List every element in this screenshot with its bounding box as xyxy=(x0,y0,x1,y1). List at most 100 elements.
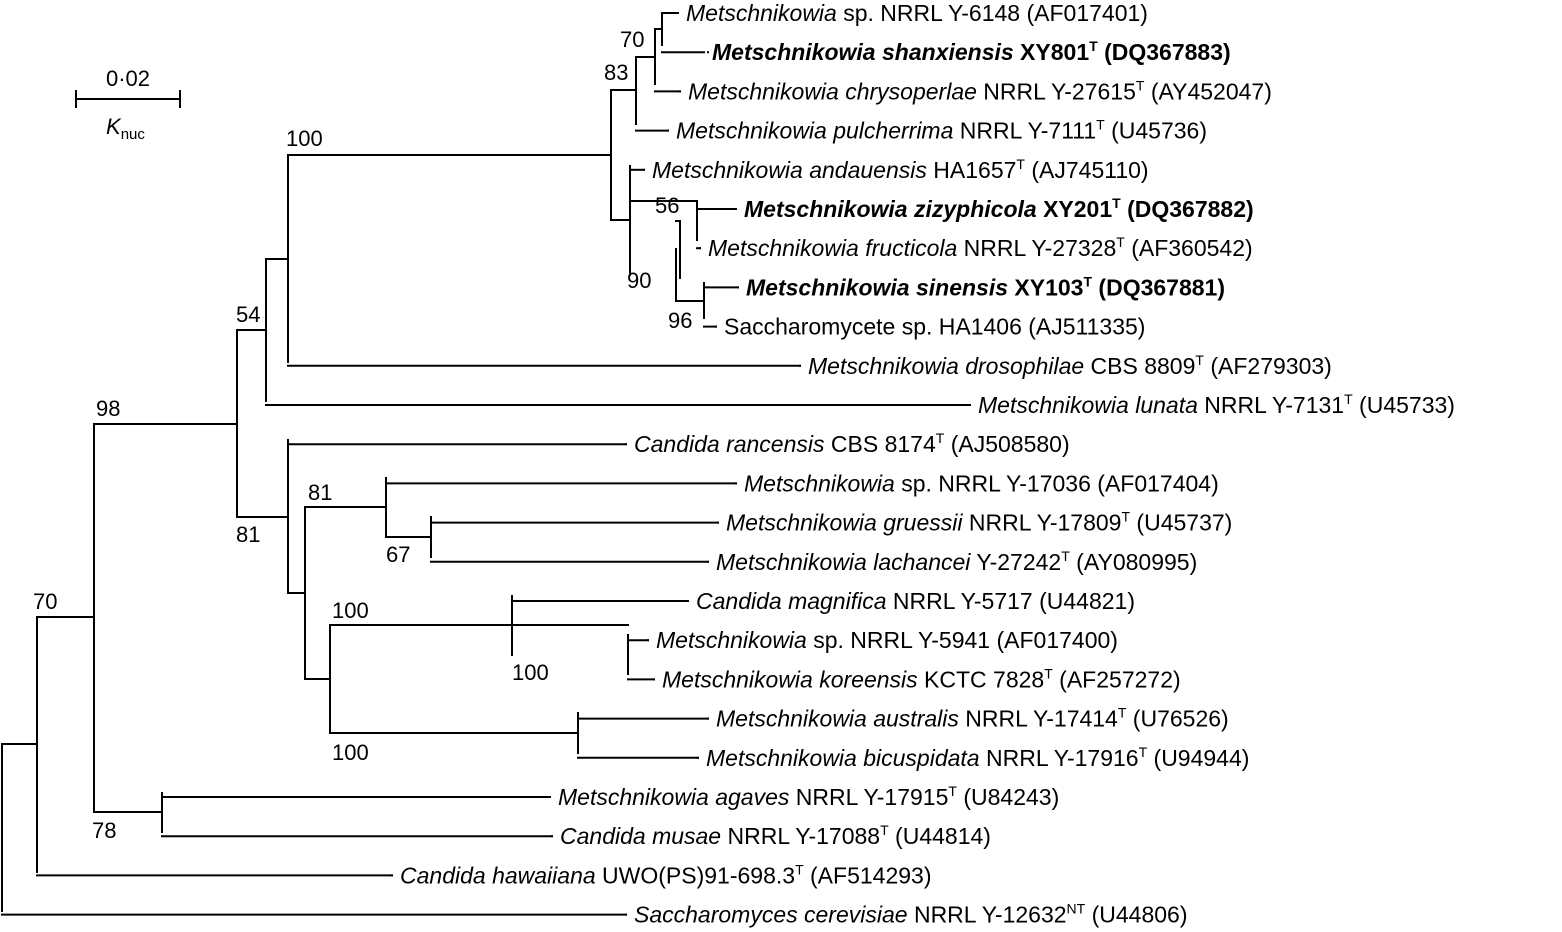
taxon-accession: (AF257272) xyxy=(1053,666,1181,692)
taxon-strain: UWO(PS)91-698.3 xyxy=(596,862,795,888)
taxon-label: Metschnikowia sp. NRRL Y-17036 (AF017404… xyxy=(744,470,1219,496)
type-strain-superscript: T xyxy=(1344,391,1353,407)
taxon-strain: XY201 xyxy=(1037,196,1113,222)
taxon-species-name: Candida musae xyxy=(560,823,721,849)
taxon-strain: NRRL Y-17414 xyxy=(959,706,1118,732)
type-strain-superscript: T xyxy=(948,783,957,799)
taxon-label: Candida hawaiiana UWO(PS)91-698.3T (AF51… xyxy=(400,861,931,888)
taxon-label: Metschnikowia fructicola NRRL Y-27328T (… xyxy=(708,234,1253,261)
taxon-strain: NRRL Y-12632 xyxy=(908,902,1067,928)
type-strain-superscript: T xyxy=(1112,195,1121,211)
taxon-strain: NRRL Y-7131 xyxy=(1198,392,1344,418)
type-strain-superscript: T xyxy=(1139,744,1148,760)
type-strain-superscript: T xyxy=(1121,509,1130,525)
taxon-species-name: Metschnikowia australis xyxy=(716,706,959,732)
taxon-species-name: Metschnikowia xyxy=(656,627,807,653)
bootstrap-value: 83 xyxy=(604,60,628,85)
taxon-label: Metschnikowia lachancei Y-27242T (AY0809… xyxy=(716,548,1197,575)
taxon-label: Saccharomyces cerevisiae NRRL Y-12632NT … xyxy=(634,901,1188,928)
taxon-strain: HA1657 xyxy=(927,157,1017,183)
taxon-label: Metschnikowia shanxiensis XY801T (DQ3678… xyxy=(712,38,1231,65)
type-strain-superscript: T xyxy=(936,430,945,446)
taxon-strain: KCTC 7828 xyxy=(918,666,1045,692)
taxon-strain: NRRL Y-27328 xyxy=(957,235,1116,261)
scale-bar-unit: Knuc xyxy=(106,114,145,143)
type-strain-superscript: NT xyxy=(1067,901,1086,917)
taxon-accession: (AF514293) xyxy=(804,862,932,888)
type-strain-superscript: T xyxy=(1016,156,1025,172)
taxon-accession: (DQ367882) xyxy=(1121,196,1254,222)
scale-bar-unit-main: K xyxy=(106,114,122,139)
taxon-strain: NRRL Y-17088 xyxy=(721,823,880,849)
taxon-species-name: Metschnikowia pulcherrima xyxy=(676,118,953,144)
taxon-strain: CBS 8174 xyxy=(825,431,936,457)
bootstrap-value: 54 xyxy=(236,302,260,327)
taxon-accession: (U94944) xyxy=(1147,745,1249,771)
type-strain-superscript: T xyxy=(880,822,889,838)
taxon-accession: (U44814) xyxy=(889,823,991,849)
scale-bar-unit-sub: nuc xyxy=(121,126,146,143)
taxon-species-name: Metschnikowia bicuspidata xyxy=(706,745,980,771)
taxon-species-name: Candida hawaiiana xyxy=(400,862,596,888)
taxon-strain: sp. NRRL Y-5941 (AF017400) xyxy=(807,627,1118,653)
bootstrap-value: 100 xyxy=(512,660,549,685)
taxon-accession: (DQ367883) xyxy=(1098,39,1231,65)
tree-branches xyxy=(1,12,971,916)
taxon-strain: Y-27242 xyxy=(970,549,1061,575)
taxon-label: Metschnikowia australis NRRL Y-17414T (U… xyxy=(716,705,1229,732)
taxon-species-name: Metschnikowia sinensis xyxy=(746,274,1008,300)
taxon-strain: sp. NRRL Y-6148 (AF017401) xyxy=(837,0,1148,26)
taxon-label: Metschnikowia andauensis HA1657T (AJ7451… xyxy=(652,156,1149,183)
taxon-label: Metschnikowia sp. NRRL Y-5941 (AF017400) xyxy=(656,627,1118,653)
taxon-accession: (AY080995) xyxy=(1070,549,1197,575)
taxon-accession: (U44806) xyxy=(1085,902,1187,928)
taxon-accession: (U84243) xyxy=(957,784,1059,810)
taxon-species-name: Metschnikowia zizyphicola xyxy=(744,196,1037,222)
bootstrap-value: 98 xyxy=(96,396,120,421)
taxon-label: Metschnikowia sp. NRRL Y-6148 (AF017401) xyxy=(686,0,1148,26)
taxon-accession: (U45733) xyxy=(1353,392,1455,418)
taxon-accession: (DQ367881) xyxy=(1092,274,1225,300)
bootstrap-values: 70 83 100 56 90 96 54 98 81 81 67 100 100 100 70 78 xyxy=(33,27,692,843)
taxon-species-name: Metschnikowia fructicola xyxy=(708,235,957,261)
taxon-species-name: Metschnikowia shanxiensis xyxy=(712,39,1014,65)
taxon-strain: Saccharomycete sp. HA1406 (AJ511335) xyxy=(724,314,1145,340)
taxon-strain: NRRL Y-17915 xyxy=(789,784,948,810)
taxon-label: Metschnikowia bicuspidata NRRL Y-17916T … xyxy=(706,744,1249,771)
taxon-accession: (AF279303) xyxy=(1204,353,1332,379)
taxon-label: Metschnikowia drosophilae CBS 8809T (AF2… xyxy=(808,352,1332,379)
bootstrap-value: 67 xyxy=(386,542,410,567)
bootstrap-value: 78 xyxy=(92,818,116,843)
bootstrap-value: 100 xyxy=(332,740,369,765)
taxon-strain: NRRL Y-27615 xyxy=(977,78,1136,104)
taxon-label: Candida magnifica NRRL Y-5717 (U44821) xyxy=(696,588,1135,614)
bootstrap-value: 81 xyxy=(236,522,260,547)
taxon-species-name: Metschnikowia lachancei xyxy=(716,549,971,575)
bootstrap-value: 56 xyxy=(655,193,679,218)
taxon-accession: (U45736) xyxy=(1105,118,1207,144)
type-strain-superscript: T xyxy=(1195,352,1204,368)
taxon-accession: (AJ745110) xyxy=(1025,157,1149,183)
taxon-strain: XY801 xyxy=(1014,39,1090,65)
taxon-strain: sp. NRRL Y-17036 (AF017404) xyxy=(895,470,1219,496)
type-strain-superscript: T xyxy=(1136,77,1145,93)
taxon-species-name: Metschnikowia koreensis xyxy=(662,666,918,692)
taxon-species-name: Candida magnifica xyxy=(696,588,887,614)
taxon-species-name: Metschnikowia andauensis xyxy=(652,157,927,183)
bootstrap-value: 96 xyxy=(668,308,692,333)
taxon-label: Metschnikowia koreensis KCTC 7828T (AF25… xyxy=(662,665,1181,692)
taxon-label: Metschnikowia lunata NRRL Y-7131T (U4573… xyxy=(978,391,1455,418)
taxon-accession: (AY452047) xyxy=(1144,78,1271,104)
scale-bar: 0·02 Knuc xyxy=(75,66,181,143)
taxon-species-name: Metschnikowia lunata xyxy=(978,392,1198,418)
taxon-species-name: Metschnikowia xyxy=(686,0,837,26)
bootstrap-value: 90 xyxy=(627,268,651,293)
bootstrap-value: 100 xyxy=(332,598,369,623)
type-strain-superscript: T xyxy=(1096,117,1105,133)
taxon-label: Metschnikowia gruessii NRRL Y-17809T (U4… xyxy=(726,509,1232,536)
taxon-label: Saccharomycete sp. HA1406 (AJ511335) xyxy=(724,314,1145,340)
taxon-label: Candida rancensis CBS 8174T (AJ508580) xyxy=(634,430,1070,457)
type-strain-superscript: T xyxy=(1044,665,1053,681)
taxon-species-name: Metschnikowia drosophilae xyxy=(808,353,1084,379)
